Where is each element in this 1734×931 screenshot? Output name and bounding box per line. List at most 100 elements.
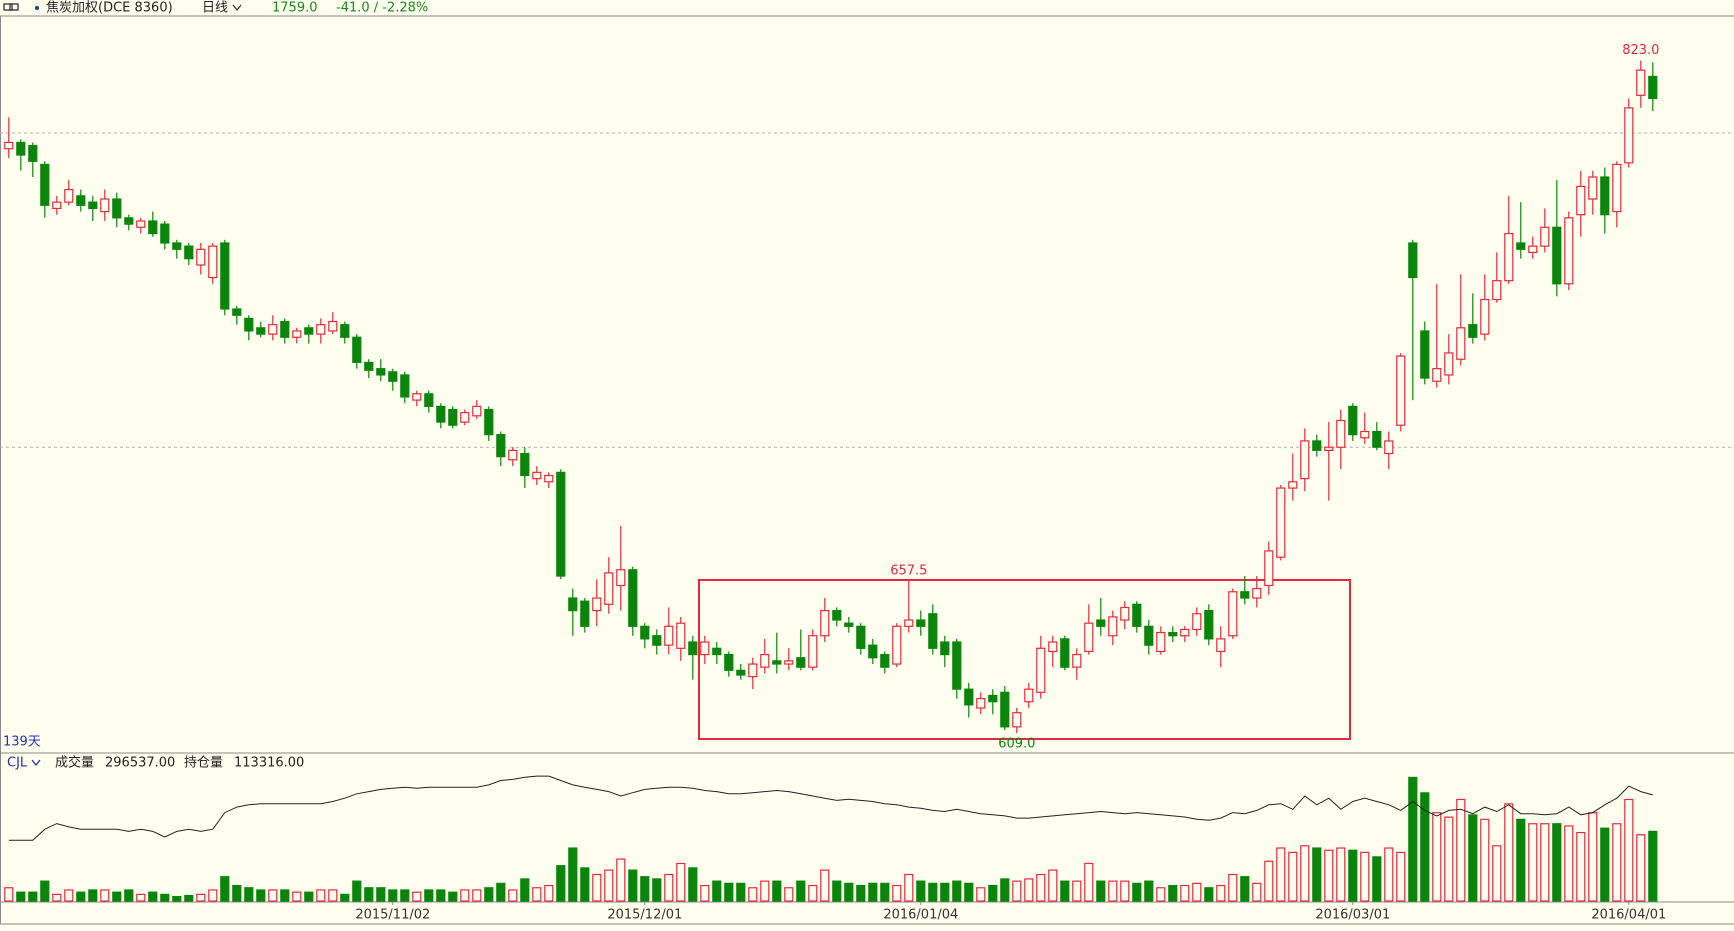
candle-body xyxy=(604,572,614,605)
candle-body xyxy=(1372,430,1382,448)
volume-bar xyxy=(184,894,194,902)
volume-bar xyxy=(832,880,842,902)
candle-body xyxy=(76,195,86,206)
volume-bar xyxy=(1468,814,1478,902)
candle-body xyxy=(448,408,458,426)
candle-body xyxy=(1420,330,1430,379)
volume-bar xyxy=(628,869,638,902)
candle-body xyxy=(1600,176,1610,216)
volume-bar xyxy=(112,891,122,902)
volume-bar xyxy=(856,884,866,902)
candle-body xyxy=(1264,550,1274,587)
candle-body xyxy=(472,405,482,417)
volume-bar xyxy=(280,889,290,902)
volume-bar xyxy=(928,882,938,902)
volume-bar xyxy=(568,847,578,902)
volume-bar xyxy=(64,889,74,902)
volume-bar xyxy=(244,887,254,902)
volume-bar xyxy=(316,889,326,902)
candle-body xyxy=(700,641,710,656)
volume-bar xyxy=(1048,869,1058,902)
volume-bar xyxy=(1624,798,1634,902)
volume-bar xyxy=(1612,823,1622,902)
candle-body xyxy=(40,163,50,206)
toolbar-icon[interactable] xyxy=(3,3,19,11)
candle-body xyxy=(568,597,578,612)
volume-bar xyxy=(964,882,974,902)
volume-bar xyxy=(1276,847,1286,902)
volume-bar xyxy=(1444,816,1454,902)
extreme-label: 823.0 xyxy=(1622,43,1659,58)
dropdown-chevron[interactable] xyxy=(232,4,242,12)
candle-body xyxy=(652,635,662,646)
volume-bar xyxy=(724,882,734,902)
extreme-label: 609.0 xyxy=(998,737,1035,752)
volume-bar xyxy=(4,887,14,902)
candle-body xyxy=(616,569,626,587)
volume-bar xyxy=(700,884,710,902)
candle-body xyxy=(1492,280,1502,301)
dropdown-chevron[interactable] xyxy=(31,759,41,767)
instrument-title: 焦炭加权(DCE 8360) xyxy=(46,0,173,16)
candle-body xyxy=(1012,712,1022,728)
candle-body xyxy=(1240,591,1250,599)
volume-bar xyxy=(496,882,506,902)
volume-bar xyxy=(1024,878,1034,902)
candle-body xyxy=(316,324,326,335)
indicator-selector[interactable]: CJL xyxy=(7,756,28,771)
volume-bar xyxy=(796,880,806,902)
candle-body xyxy=(1000,691,1010,728)
volume-bar xyxy=(148,891,158,902)
volume-bar xyxy=(1648,830,1658,902)
highlight-box xyxy=(698,579,1351,740)
candle-body xyxy=(1648,75,1658,100)
volume-bar xyxy=(1120,880,1130,902)
volume-bar xyxy=(1336,847,1346,902)
volume-bar xyxy=(1132,882,1142,902)
volume-bar xyxy=(556,865,566,902)
candle-body xyxy=(52,201,62,210)
oi-value: 113316.00 xyxy=(234,756,304,771)
candle-body xyxy=(796,657,806,668)
volume-bar xyxy=(1060,880,1070,902)
candle-body xyxy=(1060,638,1070,668)
period-selector[interactable]: 日线 xyxy=(202,1,228,16)
volume-bar xyxy=(604,869,614,902)
volume-bar xyxy=(16,891,26,902)
volume-bar xyxy=(1516,818,1526,902)
days-label: 139天 xyxy=(3,735,41,750)
candle-body xyxy=(844,622,854,627)
candle-body xyxy=(712,647,722,656)
last-price: 1759.0 xyxy=(272,1,318,16)
candle-body xyxy=(160,223,170,244)
volume-bar xyxy=(1252,882,1262,902)
volume-bar xyxy=(1216,884,1226,902)
volume-bar xyxy=(532,887,542,902)
candle-body xyxy=(280,320,290,338)
volume-bar xyxy=(484,887,494,902)
candle-body xyxy=(436,405,446,423)
open-interest-line xyxy=(8,775,1653,841)
candle-body xyxy=(136,220,146,228)
candle-body xyxy=(964,688,974,706)
volume-bar xyxy=(784,887,794,902)
volume-bar xyxy=(1012,880,1022,902)
volume-bar xyxy=(1528,823,1538,902)
candle-body xyxy=(544,474,554,483)
candle-body xyxy=(292,330,302,338)
candle-body xyxy=(1048,641,1058,653)
candle-body xyxy=(1024,688,1034,703)
volume-bar xyxy=(1552,823,1562,902)
volume-bar xyxy=(1288,851,1298,902)
volume-value: 296537.00 xyxy=(105,756,175,771)
candle-body xyxy=(124,217,134,225)
volume-bar xyxy=(400,889,410,902)
volume-bar xyxy=(1096,880,1106,902)
candle-body xyxy=(1072,653,1082,668)
candle-body xyxy=(508,449,518,461)
volume-bar xyxy=(952,880,962,902)
candle-body xyxy=(1300,440,1310,480)
candle-body xyxy=(1456,327,1466,360)
candle-body xyxy=(1312,440,1322,451)
